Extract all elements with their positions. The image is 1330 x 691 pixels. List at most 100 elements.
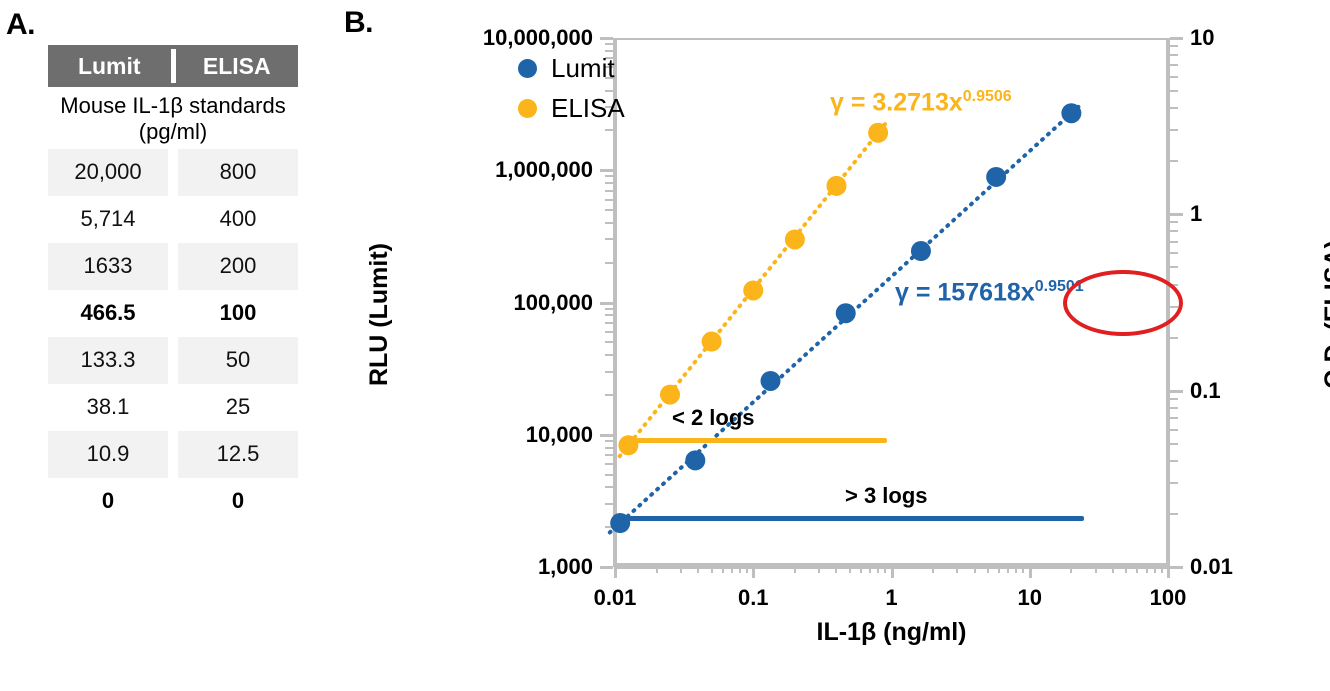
x-tick-minor	[1136, 565, 1139, 573]
table-header-row: Lumit ELISA	[48, 45, 298, 87]
legend-item-lumit: Lumit	[518, 48, 625, 88]
y-tick-minor	[605, 321, 613, 324]
y-tick-major	[600, 169, 613, 173]
legend-label-lumit: Lumit	[551, 52, 615, 83]
x-tick-major	[1028, 565, 1032, 578]
lumit-range-span-label: > 3 logs	[845, 483, 928, 508]
table-header-lumit: Lumit	[77, 52, 141, 79]
y-tick-minor	[605, 486, 613, 489]
x-tick-minor	[932, 565, 935, 573]
legend-marker-elisa	[518, 98, 537, 118]
y2-tick-label: 1	[1190, 201, 1203, 227]
y-axis-title: RLU (Lumit)	[365, 242, 394, 387]
y2-tick-minor	[1170, 266, 1178, 269]
legend-marker-lumit	[518, 58, 537, 78]
table-row: 20,000 800	[48, 148, 298, 196]
y-tick-minor	[605, 49, 613, 52]
x-tick-minor	[721, 565, 724, 573]
y-tick-label: 10,000	[525, 421, 593, 447]
y-tick-minor	[605, 57, 613, 60]
y-tick-minor	[605, 370, 613, 373]
x-tick-minor	[697, 565, 700, 573]
x-tick-minor	[730, 565, 733, 573]
x-tick-label: 0.01	[593, 585, 637, 610]
cell-elisa: 12.5	[178, 430, 298, 478]
y2-tick-major	[1170, 213, 1183, 217]
cell-lumit: 0	[101, 488, 115, 514]
x-tick-label: 100	[1149, 585, 1187, 610]
cell-lumit: 133.3	[48, 336, 168, 384]
x-tick-minor	[818, 565, 821, 573]
lumit-range-span-bar	[622, 516, 1084, 521]
x-tick-minor	[973, 565, 976, 573]
y2-tick-minor	[1170, 54, 1178, 57]
elisa-equation-annotation: γ = 3.2713x0.9506	[830, 88, 1012, 117]
y-tick-minor	[605, 526, 613, 529]
y-tick-minor	[605, 446, 613, 449]
y-tick-minor	[605, 439, 613, 442]
cell-lumit: 38.1	[86, 394, 130, 420]
x-tick-minor	[679, 565, 682, 573]
comparison-chart: 1,000 10,000 100,000 1,000,000 10,000,000 0.0…	[330, 0, 1330, 691]
elisa-range-span-bar	[622, 438, 887, 443]
x-tick-label: 0.1	[737, 585, 769, 610]
x-tick-minor	[738, 565, 741, 573]
y-tick-minor	[605, 175, 613, 178]
y-tick-minor	[605, 354, 613, 357]
panel-a-label: A.	[6, 8, 36, 41]
panel-b-label: B.	[344, 6, 374, 39]
y2-tick-minor	[1170, 240, 1178, 243]
y2-tick-label: 0.01	[1190, 554, 1233, 579]
x-tick-minor	[1153, 565, 1156, 573]
y-tick-minor	[605, 341, 613, 344]
y2-tick-major	[1170, 37, 1183, 40]
y2-tick-minor	[1170, 64, 1178, 67]
y-tick-minor	[605, 189, 613, 192]
y2-tick-minor	[1170, 416, 1178, 419]
y2-tick-minor	[1170, 160, 1178, 163]
x-tick-minor	[793, 565, 796, 573]
cell-elisa: 800	[178, 148, 298, 196]
cell-gap	[168, 337, 178, 384]
table-header-elisa: ELISA	[202, 52, 271, 79]
table-row: 10.9 12.5	[48, 430, 298, 478]
x-tick-minor	[1070, 565, 1073, 573]
y-tick-minor	[605, 502, 613, 505]
legend-label-elisa: ELISA	[551, 92, 625, 123]
cell-gap	[168, 290, 178, 337]
x-tick-minor	[1111, 565, 1114, 573]
y-tick-minor	[605, 463, 613, 466]
x-tick-major	[752, 565, 756, 578]
y-tick-minor	[605, 76, 613, 79]
x-tick-major	[614, 565, 617, 578]
y-tick-minor	[605, 454, 613, 457]
x-axis-title: IL-1β (ng/ml)	[816, 618, 967, 646]
cell-elisa: 0	[231, 488, 245, 514]
y-tick-minor	[605, 221, 613, 224]
elisa-range-span-label: < 2 logs	[672, 405, 755, 430]
y2-tick-minor	[1170, 76, 1178, 79]
y-tick-minor	[605, 209, 613, 212]
y-tick-minor	[605, 89, 613, 92]
y2-tick-label: 0.1	[1190, 377, 1221, 403]
y-tick-label: 100,000	[513, 289, 593, 315]
y2-tick-minor	[1170, 45, 1178, 48]
cell-elisa: 50	[178, 336, 298, 384]
x-tick-minor	[1160, 565, 1163, 573]
y-tick-minor	[605, 261, 613, 264]
table-row: 1633 200	[48, 242, 298, 290]
y2-tick-minor	[1170, 442, 1178, 445]
y2-tick-minor	[1170, 481, 1178, 484]
y-tick-major	[600, 37, 613, 40]
y2-tick-minor	[1170, 512, 1178, 515]
y-tick-label: 10,000,000	[482, 25, 593, 50]
cell-gap	[168, 149, 178, 196]
exponent-highlight-ellipse-icon	[1063, 270, 1183, 336]
y2-axis-title: O.D. (ELISA)	[1319, 240, 1330, 389]
x-tick-minor	[884, 565, 887, 573]
cell-lumit: 466.5	[80, 300, 136, 326]
x-tick-minor	[1007, 565, 1010, 573]
y2-tick-minor	[1170, 336, 1178, 339]
x-tick-minor	[1094, 565, 1097, 573]
table-subtitle: Mouse IL-1β standards (pg/ml)	[60, 93, 286, 144]
